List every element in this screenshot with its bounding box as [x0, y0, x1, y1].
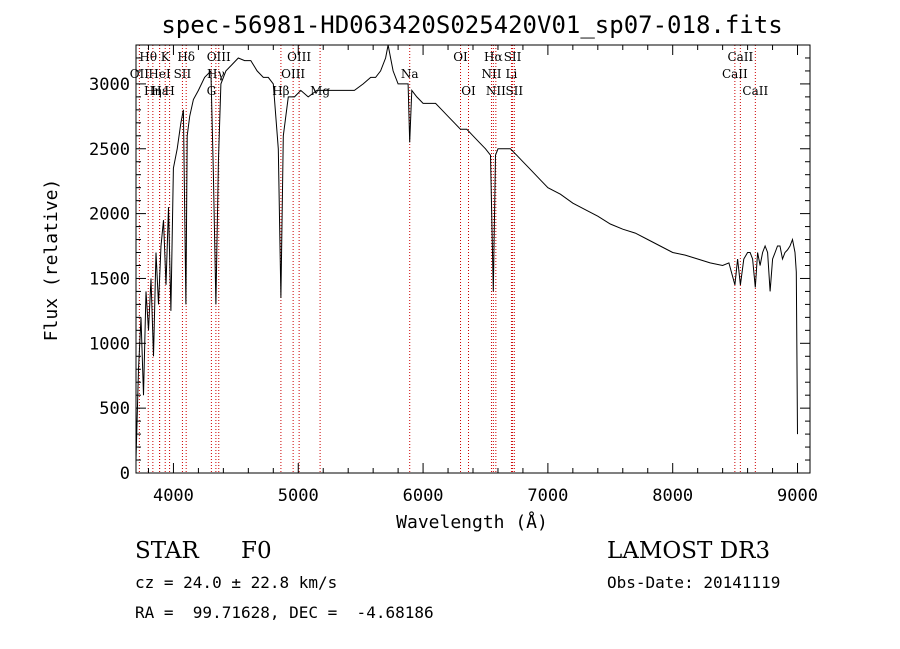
x-tick-label: 9000	[777, 486, 818, 506]
x-axis-label: Wavelength (Å)	[396, 511, 548, 533]
spectral-line-label: OI	[461, 84, 476, 98]
spectral-line-label: CaII	[727, 50, 753, 64]
spectrum-line	[135, 44, 798, 461]
y-axis-ticks: 0 500 1000 1500 2000 2500 3000	[89, 44, 810, 484]
spectral-line-label: Hβ	[272, 84, 289, 98]
spectral-line-label: SII	[504, 50, 522, 64]
x-tick-label: 5000	[278, 486, 319, 506]
spectral-line-label: K	[161, 50, 171, 64]
spectral-line-label: Hθ	[139, 50, 157, 64]
spectral-line-label: SII	[174, 67, 192, 81]
spectral-line-label: HeI	[148, 67, 171, 81]
observation-date: Obs-Date: 20141119	[607, 573, 781, 592]
y-tick-label: 2500	[89, 140, 130, 160]
spectral-line-label: CaII	[742, 84, 768, 98]
spectral-line-label: OIII	[281, 67, 305, 81]
object-class: STAR	[135, 538, 199, 564]
spectral-line-label: OII	[130, 67, 150, 81]
spectral-line-markers	[138, 45, 756, 473]
spectral-line-label: Hη	[144, 84, 162, 98]
plot-frame	[135, 44, 811, 474]
spectral-line-label: Hε	[151, 84, 168, 98]
y-tick-label: 1000	[89, 334, 130, 354]
x-tick-label: 7000	[527, 486, 568, 506]
spectral-line-label: CaII	[722, 67, 748, 81]
x-tick-label: 4000	[153, 486, 194, 506]
x-tick-label: 8000	[652, 486, 693, 506]
spectral-line-label: Hγ	[207, 67, 225, 81]
spectral-line-label: Mg	[310, 84, 330, 98]
x-tick-label: 6000	[403, 486, 444, 506]
spectral-line-label: Na	[401, 67, 419, 81]
y-axis-label: Flux (relative)	[41, 179, 62, 342]
y-tick-label: 0	[120, 464, 130, 484]
survey-name: LAMOST DR3	[607, 538, 771, 564]
spectral-line-label: NII	[486, 84, 506, 98]
object-subclass: F0	[241, 538, 272, 564]
x-axis-ticks: 4000 5000 6000 7000 8000 9000	[147, 45, 818, 506]
redshift-readout: cz = 24.0 ± 22.8 km/s	[135, 573, 338, 592]
spectral-line-label: SII	[505, 84, 523, 98]
spectral-line-label: OI	[453, 50, 468, 64]
spectral-line-label: OIII	[207, 50, 231, 64]
y-tick-label: 2000	[89, 205, 130, 225]
y-tick-label: 500	[99, 399, 130, 419]
y-tick-label: 3000	[89, 75, 130, 95]
spectral-line-label: H	[164, 84, 174, 98]
spectral-line-label: Hα	[484, 50, 503, 64]
coordinates-readout: RA = 99.71628, DEC = -4.68186	[135, 603, 434, 622]
spectral-line-label: OIII	[287, 50, 311, 64]
spectral-line-label: NII	[481, 67, 501, 81]
y-tick-label: 1500	[89, 269, 130, 289]
spectral-line-label: Li	[506, 67, 518, 81]
spectral-line-label: Hδ	[177, 50, 195, 64]
chart-title: spec-56981-HD063420S025420V01_sp07-018.f…	[161, 11, 782, 39]
